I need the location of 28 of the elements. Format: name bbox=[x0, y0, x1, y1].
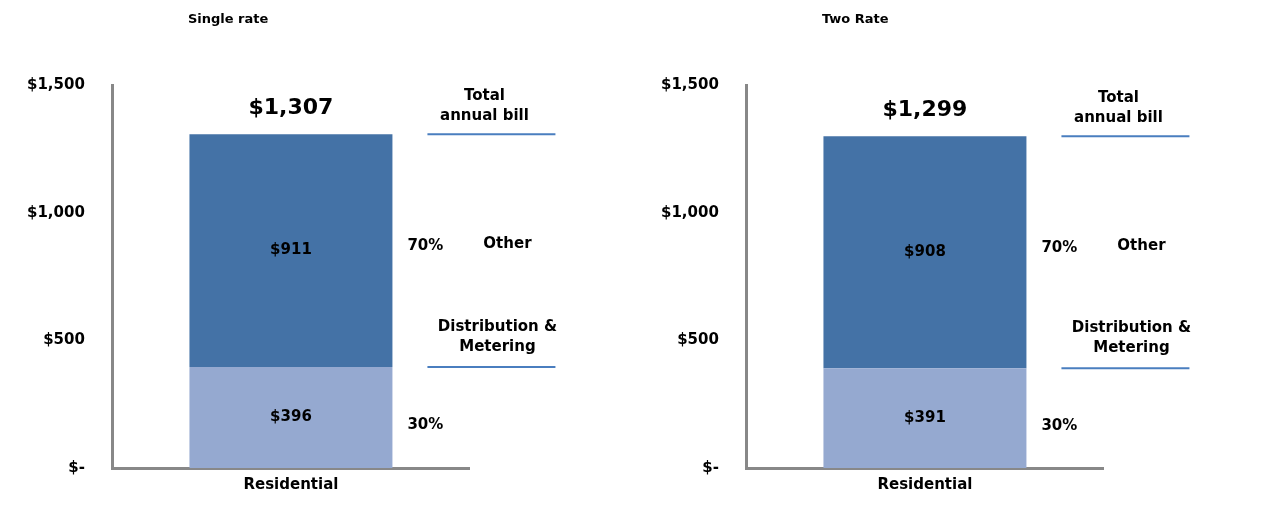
annotation: 70% bbox=[407, 236, 444, 255]
y-tick-label: $500 bbox=[677, 330, 719, 349]
annotation: Total annual bill bbox=[440, 86, 529, 125]
y-tick-label: $- bbox=[68, 457, 85, 476]
annotation: 30% bbox=[407, 415, 444, 434]
total-label: $1,307 bbox=[248, 94, 334, 119]
text: Other bbox=[483, 234, 533, 253]
x-tick-label: Residential bbox=[243, 474, 339, 493]
y-tick-label: $1,000 bbox=[26, 202, 85, 221]
y-tick-label: $500 bbox=[43, 330, 85, 349]
chart-title: Single rate bbox=[187, 11, 269, 27]
text: Distribution & Metering bbox=[437, 316, 558, 355]
text: Distribution & Metering bbox=[1071, 318, 1192, 357]
x-tick-label: Residential bbox=[877, 474, 973, 493]
annotation: Total annual bill bbox=[1074, 88, 1163, 127]
data-label: $911 bbox=[270, 240, 312, 259]
data-label: $396 bbox=[270, 407, 312, 426]
chart-title: Two Rate bbox=[821, 11, 889, 27]
y-tick-label: $1,500 bbox=[26, 74, 85, 93]
total-label: $1,299 bbox=[882, 96, 968, 122]
annotation: 30% bbox=[1041, 415, 1078, 434]
data-label: $391 bbox=[904, 407, 946, 426]
y-tick-label: $- bbox=[702, 457, 719, 476]
text: Other bbox=[1117, 236, 1167, 255]
y-tick-label: $1,000 bbox=[660, 202, 719, 221]
data-label: $908 bbox=[904, 242, 946, 261]
annotation: 70% bbox=[1041, 238, 1078, 257]
y-tick-label: $1,500 bbox=[660, 74, 719, 93]
